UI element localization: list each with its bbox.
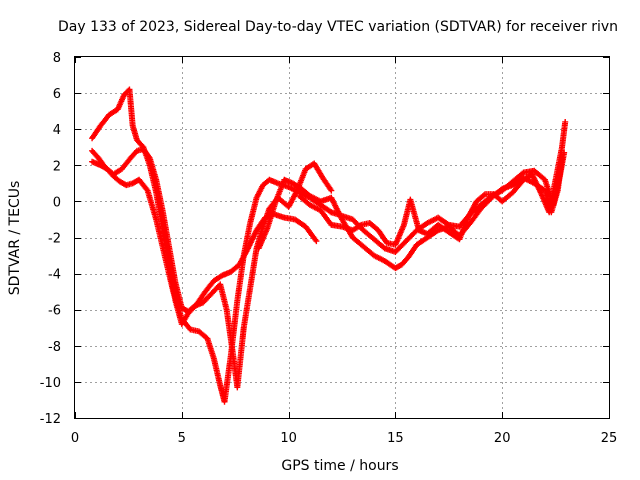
y-tick-label: 2 xyxy=(53,159,61,174)
data-point xyxy=(562,118,569,125)
x-tick-label: 20 xyxy=(494,431,511,446)
data-point-interp xyxy=(480,192,487,199)
chart-title: Day 133 of 2023, Sidereal Day-to-day VTE… xyxy=(58,19,618,35)
y-tick-label: 6 xyxy=(53,87,61,102)
x-tick-label: 0 xyxy=(71,431,79,446)
x-tick-labels: 0 5 10 15 20 25 xyxy=(71,431,617,446)
y-tick-label: 8 xyxy=(53,51,61,66)
x-axis-label: GPS time / hours xyxy=(281,458,398,474)
data-points xyxy=(89,86,569,405)
x-tick-label: 5 xyxy=(178,431,186,446)
y-tick-label: -8 xyxy=(48,340,61,355)
y-tick-labels: -12 -10 -8 -6 -4 -2 0 2 4 6 8 xyxy=(40,51,61,427)
y-tick-label: -6 xyxy=(48,304,61,319)
y-tick-label: -2 xyxy=(48,232,61,247)
data-point xyxy=(313,238,320,245)
data-point xyxy=(328,187,335,194)
x-tick-label: 10 xyxy=(280,431,297,446)
plot-frame xyxy=(74,56,610,419)
axis-ticks xyxy=(75,57,610,419)
y-tick-label: -10 xyxy=(40,376,61,391)
grid-lines xyxy=(75,57,609,418)
y-tick-label: -12 xyxy=(40,412,61,427)
series-track-3 xyxy=(89,146,335,391)
series-track-1 xyxy=(89,86,320,328)
y-tick-label: -4 xyxy=(48,268,61,283)
series-track-5 xyxy=(296,118,569,248)
y-tick-label: 0 xyxy=(53,195,61,210)
x-tick-label: 15 xyxy=(387,431,404,446)
x-tick-label: 25 xyxy=(601,431,618,446)
y-axis-label: SDTVAR / TECUs xyxy=(7,181,23,296)
series-track-6 xyxy=(328,149,568,255)
data-point xyxy=(561,149,568,156)
y-tick-label: 4 xyxy=(53,123,61,138)
